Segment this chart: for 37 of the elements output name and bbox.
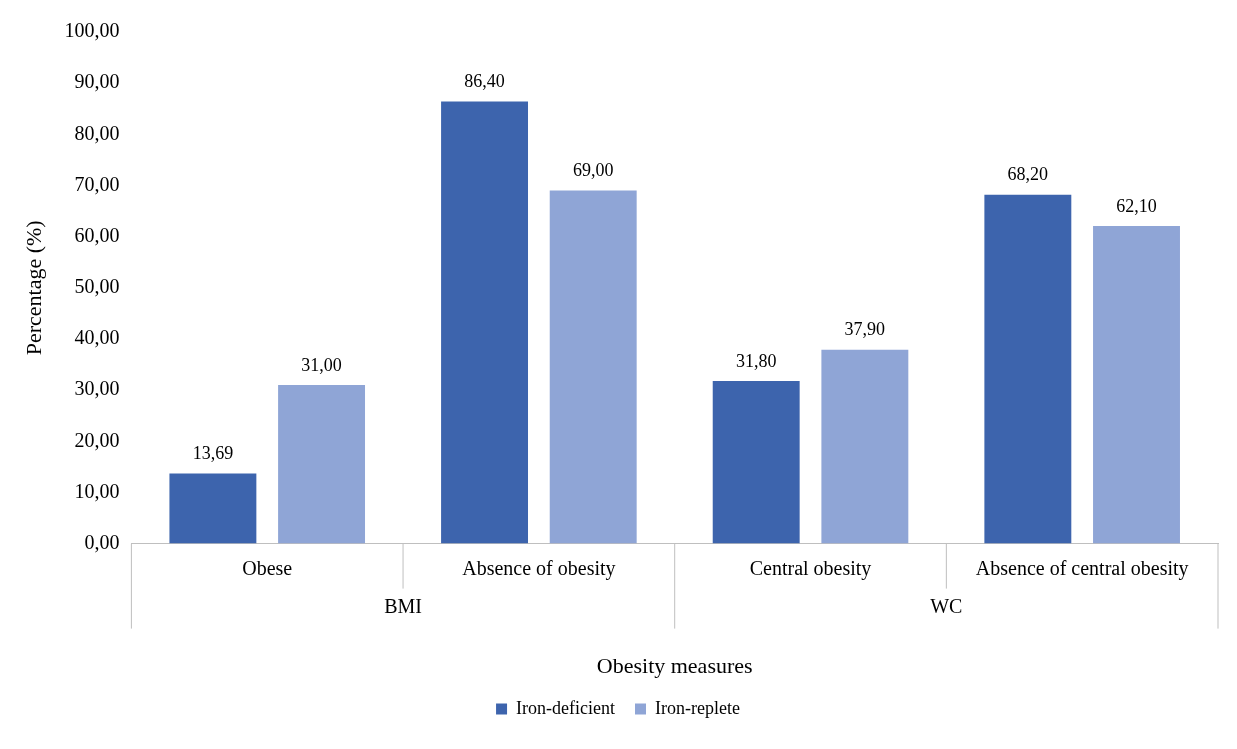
data-label: 37,90 xyxy=(844,319,886,340)
bar xyxy=(169,473,257,544)
data-label: 68,20 xyxy=(1007,164,1049,185)
bar xyxy=(441,101,529,544)
y-tick-label: 30,00 xyxy=(74,377,120,400)
y-tick-label: 70,00 xyxy=(74,172,120,195)
bar xyxy=(278,385,366,544)
y-tick-label: 90,00 xyxy=(74,70,120,93)
y-tick-label: 80,00 xyxy=(74,121,120,144)
y-axis-title: Percentage (%) xyxy=(20,220,46,356)
y-tick-label: 10,00 xyxy=(74,479,120,502)
y-tick-label: 40,00 xyxy=(74,326,120,349)
y-tick-label: 20,00 xyxy=(74,428,120,451)
x-tick-label: Obese xyxy=(242,556,293,579)
data-label: 86,40 xyxy=(464,71,505,92)
y-tick-label: 60,00 xyxy=(74,223,120,246)
data-label: 13,69 xyxy=(192,443,234,464)
bar xyxy=(984,194,1072,544)
x-axis-title: Obesity measures xyxy=(596,652,753,678)
data-label: 69,00 xyxy=(572,160,614,181)
x-tick-label: Central obesity xyxy=(749,556,872,580)
y-tick-label: 100,00 xyxy=(64,19,120,42)
bar xyxy=(712,380,800,544)
bar xyxy=(1093,225,1180,544)
y-tick-label: 0,00 xyxy=(84,530,120,553)
bar xyxy=(549,190,637,544)
text: WC xyxy=(930,594,963,617)
bar xyxy=(821,349,909,544)
x-tick-label: Absence of central obesity xyxy=(975,556,1189,580)
y-tick-label: 50,00 xyxy=(74,275,120,298)
text: BMI xyxy=(384,594,422,617)
data-label: 62,10 xyxy=(1116,195,1157,216)
x-tick-label: Absence of obesity xyxy=(462,556,616,580)
data-label: 31,80 xyxy=(735,350,777,371)
legend-label: Iron-replete xyxy=(655,697,740,718)
data-label: 31,00 xyxy=(301,354,342,375)
legend-label: Iron-deficient xyxy=(516,697,616,718)
